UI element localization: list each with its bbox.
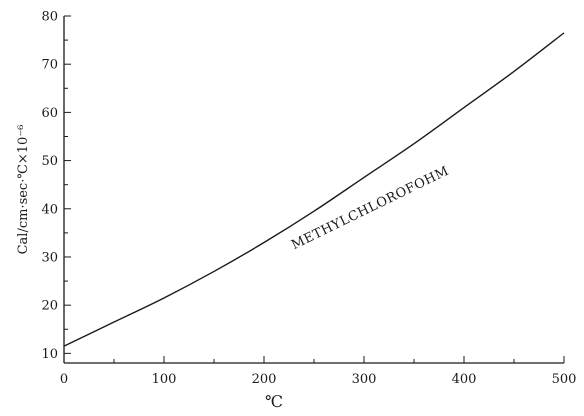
y-tick-label: 80 — [41, 10, 58, 25]
y-tick-label: 50 — [41, 154, 58, 169]
y-axis-label: Cal/cm·sec·℃×10⁻⁶ — [16, 125, 31, 255]
x-axis-label: ℃ — [265, 392, 283, 411]
series-group — [63, 32, 565, 347]
x-axis-ticks: 0 100 200 300 400 500 — [60, 356, 577, 387]
x-tick-label: 500 — [552, 372, 577, 387]
y-tick-label: 20 — [41, 299, 58, 314]
y-tick-label: 30 — [41, 250, 58, 265]
series-line — [63, 32, 565, 347]
x-tick-label: 0 — [60, 372, 68, 387]
x-tick-label: 200 — [252, 372, 277, 387]
y-axis-ticks: 10 20 30 40 50 60 70 80 — [41, 10, 71, 362]
series-annotation: METHYLCHLOROFOHM — [289, 164, 451, 253]
y-tick-label: 10 — [41, 347, 58, 362]
x-tick-label: 300 — [352, 372, 377, 387]
axes — [63, 16, 564, 364]
x-tick-label: 400 — [452, 372, 477, 387]
y-tick-label: 60 — [41, 106, 58, 121]
y-tick-label: 40 — [41, 202, 58, 217]
y-tick-label: 70 — [41, 58, 58, 73]
x-tick-label: 100 — [152, 372, 177, 387]
